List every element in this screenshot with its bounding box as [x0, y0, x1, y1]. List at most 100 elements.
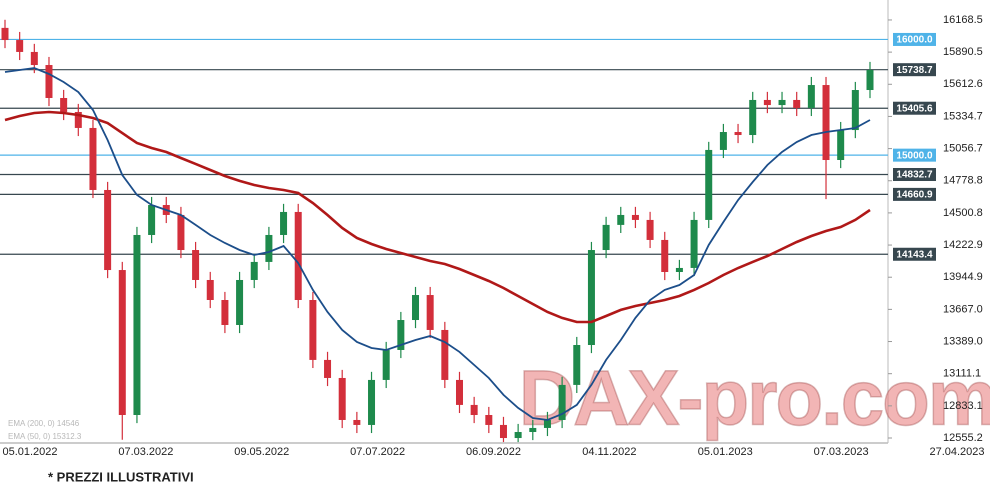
candle-body	[309, 299, 317, 360]
level-label-box	[893, 148, 936, 162]
candle-body	[45, 65, 53, 98]
level-label: 14832.7	[896, 170, 933, 181]
candle-body	[558, 384, 566, 420]
y-tick-label: 13944.9	[943, 271, 983, 283]
candle-body	[368, 379, 376, 425]
candle-body	[74, 111, 82, 128]
candle-body	[294, 211, 302, 300]
candle-body	[734, 132, 742, 136]
candle-body	[30, 51, 38, 66]
x-tick-label: 05.01.2023	[698, 446, 753, 458]
x-tick-label: 04.11.2022	[582, 446, 636, 458]
candle-body	[837, 130, 845, 161]
candle-body	[236, 279, 244, 325]
x-tick-label: 07.03.2022	[118, 446, 173, 458]
x-tick-label: 27.04.2023	[929, 446, 984, 458]
candle-body	[514, 432, 522, 439]
candle-body	[265, 234, 273, 262]
candle-body	[822, 85, 830, 161]
candle-body	[646, 219, 654, 240]
legend-entry: EMA (50, 0) 15312.3	[8, 432, 82, 441]
candle-body	[617, 214, 625, 225]
level-label-box	[893, 168, 936, 182]
candle-body	[543, 419, 551, 428]
level-label-box	[893, 247, 936, 261]
candle-body	[382, 349, 390, 380]
x-tick-label: 07.07.2022	[350, 446, 405, 458]
level-label-box	[893, 63, 936, 77]
candle-body	[133, 234, 141, 416]
candle-body	[16, 40, 24, 52]
candle-body	[338, 377, 346, 420]
y-tick-label: 15890.5	[943, 46, 983, 58]
candle-body	[250, 261, 258, 280]
y-tick-label: 15334.7	[943, 110, 983, 122]
candle-body	[324, 359, 332, 378]
candle-body	[866, 69, 874, 91]
candle-body	[763, 99, 771, 106]
y-tick-label: 13111.1	[943, 368, 981, 380]
y-tick-label: 12555.2	[943, 432, 983, 444]
level-label: 15405.6	[896, 103, 933, 114]
candle-body	[1, 27, 9, 41]
candle-body	[221, 299, 229, 325]
y-tick-label: 13389.0	[943, 335, 983, 347]
legend-entry: EMA (200, 0) 14546	[8, 419, 80, 428]
level-label-box	[893, 187, 936, 201]
watermark: DAX-pro.com	[519, 354, 990, 442]
y-tick-label: 16168.5	[943, 14, 983, 26]
candle-body	[397, 320, 405, 350]
candle-body	[353, 419, 361, 425]
x-tick-label: 07.03.2023	[814, 446, 869, 458]
x-tick-label: 09.05.2022	[234, 446, 289, 458]
candle-body	[719, 132, 727, 150]
candle-body	[412, 295, 420, 321]
level-label: 14660.9	[896, 190, 933, 201]
y-tick-label: 13667.0	[943, 303, 983, 315]
candle-body	[749, 99, 757, 136]
y-tick-label: 14500.8	[943, 207, 983, 219]
level-label: 15000.0	[896, 150, 933, 161]
x-tick-label: 06.09.2022	[466, 446, 521, 458]
ema-line	[4, 67, 871, 421]
level-label: 15738.7	[896, 65, 933, 76]
x-tick-label: 05.01.2022	[2, 446, 57, 458]
candle-body	[60, 97, 68, 112]
candle-body	[426, 295, 434, 330]
candle-body	[690, 219, 698, 268]
candle-body	[177, 214, 185, 251]
y-tick-label: 14778.8	[943, 175, 983, 187]
y-tick-label: 14222.9	[943, 239, 983, 251]
candle-body	[206, 279, 214, 300]
candle-body	[441, 329, 449, 380]
candle-body	[705, 149, 713, 220]
y-tick-label: 15612.6	[943, 78, 983, 90]
candle-body	[280, 211, 288, 235]
level-label-box	[893, 32, 936, 46]
candle-body	[851, 90, 859, 131]
candle-body	[807, 85, 815, 108]
level-label-box	[893, 101, 936, 115]
y-tick-label: 15056.7	[943, 142, 983, 154]
candle-body	[148, 205, 156, 235]
candle-body	[587, 250, 595, 346]
y-tick-label: 12833.1	[943, 400, 983, 412]
candle-body	[529, 427, 537, 433]
candle-body	[573, 345, 581, 385]
candle-body	[470, 404, 478, 416]
level-label: 14143.4	[896, 249, 933, 260]
candle-body	[631, 214, 639, 220]
candle-body	[793, 99, 801, 108]
candle-body	[192, 250, 200, 280]
candle-body	[118, 270, 126, 416]
candle-body	[455, 379, 463, 405]
ema-line	[4, 110, 871, 324]
candle-body	[89, 127, 97, 190]
footnote: * PREZZI ILLUSTRATIVI	[48, 469, 194, 484]
candle-body	[485, 415, 493, 425]
level-label: 16000.0	[896, 35, 933, 46]
candle-body	[602, 224, 610, 251]
candle-body	[778, 99, 786, 106]
candle-body	[661, 239, 669, 273]
